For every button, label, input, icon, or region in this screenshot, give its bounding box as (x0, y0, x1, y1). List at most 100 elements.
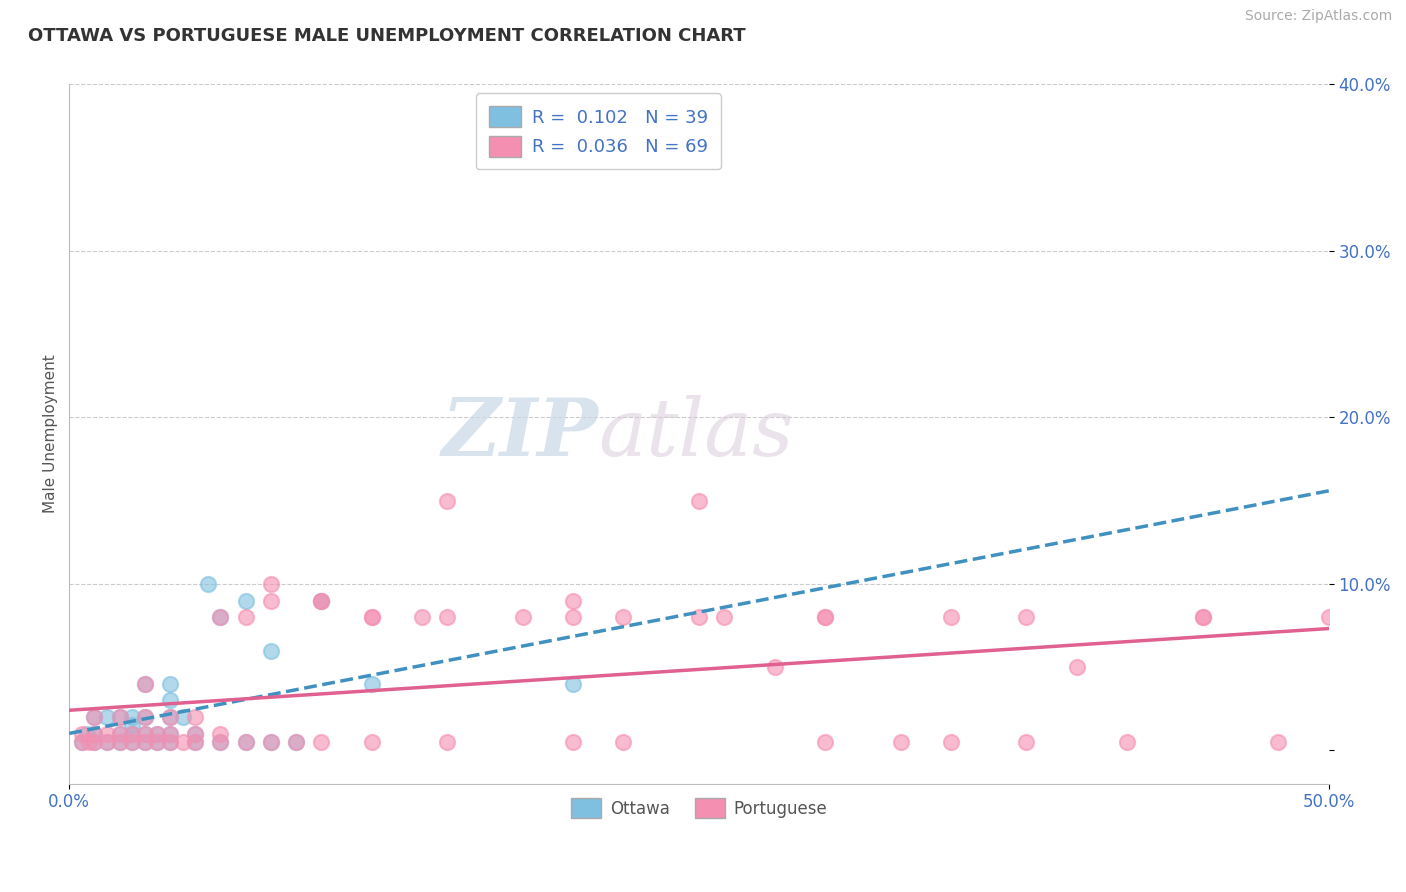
Point (763, 660, 786, 674)
Point (209, 735, 232, 749)
Text: OTTAWA VS PORTUGUESE MALE UNEMPLOYMENT CORRELATION CHART: OTTAWA VS PORTUGUESE MALE UNEMPLOYMENT C… (28, 27, 745, 45)
Point (1191, 610, 1213, 624)
Y-axis label: Male Unemployment: Male Unemployment (44, 355, 58, 514)
Point (360, 677, 382, 691)
Point (309, 735, 332, 749)
Point (108, 735, 131, 749)
Text: ZIP: ZIP (441, 395, 598, 473)
Point (260, 735, 283, 749)
Point (146, 727, 169, 741)
Point (70, 735, 93, 749)
Point (146, 735, 169, 749)
Point (121, 735, 143, 749)
Point (612, 735, 634, 749)
Point (121, 718, 143, 732)
Point (688, 493, 710, 508)
Point (134, 727, 156, 741)
Point (1191, 610, 1213, 624)
Point (146, 727, 169, 741)
Point (1066, 660, 1088, 674)
Point (159, 693, 181, 707)
Point (79, 735, 101, 749)
Point (83, 710, 105, 724)
Point (309, 593, 332, 607)
Point (159, 710, 181, 724)
Point (436, 610, 458, 624)
Point (562, 677, 585, 691)
Point (562, 610, 585, 624)
Point (360, 610, 382, 624)
Point (184, 735, 207, 749)
Point (284, 735, 307, 749)
Point (235, 735, 257, 749)
Point (436, 493, 458, 508)
Point (309, 593, 332, 607)
Point (814, 610, 837, 624)
Point (260, 577, 283, 591)
Point (260, 735, 283, 749)
Point (1116, 735, 1139, 749)
Point (1015, 610, 1038, 624)
Point (159, 727, 181, 741)
Point (172, 735, 194, 749)
Point (134, 710, 156, 724)
Point (172, 710, 194, 724)
Point (159, 677, 181, 691)
Point (121, 727, 143, 741)
Point (108, 727, 131, 741)
Point (108, 727, 131, 741)
Point (512, 610, 534, 624)
Point (197, 577, 219, 591)
Point (70, 735, 93, 749)
Point (121, 727, 143, 741)
Legend: Ottawa, Portuguese: Ottawa, Portuguese (565, 792, 834, 824)
Point (159, 735, 181, 749)
Point (83, 727, 105, 741)
Point (108, 710, 131, 724)
Point (134, 735, 156, 749)
Point (76, 727, 98, 741)
Point (134, 710, 156, 724)
Point (96, 735, 118, 749)
Point (83, 735, 105, 749)
Point (121, 735, 143, 749)
Point (360, 735, 382, 749)
Point (134, 727, 156, 741)
Point (814, 610, 837, 624)
Point (562, 735, 585, 749)
Point (260, 643, 283, 657)
Text: atlas: atlas (598, 395, 793, 473)
Point (209, 735, 232, 749)
Point (235, 610, 257, 624)
Point (284, 735, 307, 749)
Point (235, 593, 257, 607)
Point (1015, 735, 1038, 749)
Point (235, 735, 257, 749)
Point (184, 727, 207, 741)
Point (83, 710, 105, 724)
Point (159, 727, 181, 741)
Point (184, 727, 207, 741)
Point (309, 593, 332, 607)
Point (260, 593, 283, 607)
Point (146, 735, 169, 749)
Point (134, 735, 156, 749)
Text: Source: ZipAtlas.com: Source: ZipAtlas.com (1244, 9, 1392, 23)
Point (96, 735, 118, 749)
Point (814, 735, 837, 749)
Point (209, 727, 232, 741)
Point (360, 610, 382, 624)
Point (96, 710, 118, 724)
Point (1317, 610, 1340, 624)
Point (939, 610, 962, 624)
Point (688, 610, 710, 624)
Point (1267, 735, 1289, 749)
Point (108, 710, 131, 724)
Point (96, 727, 118, 741)
Point (713, 610, 735, 624)
Point (612, 610, 634, 624)
Point (83, 735, 105, 749)
Point (184, 735, 207, 749)
Point (436, 735, 458, 749)
Point (411, 610, 433, 624)
